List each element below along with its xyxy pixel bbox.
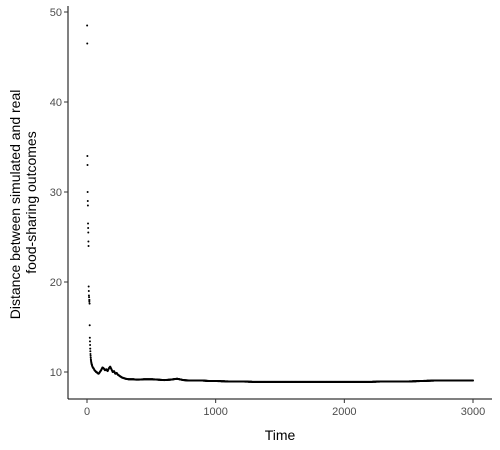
data-point <box>86 204 89 207</box>
data-point <box>472 379 474 382</box>
data-point <box>86 164 89 166</box>
y-tick-label: 30 <box>50 187 62 199</box>
y-axis-ticks: 10 20 30 40 50 <box>50 7 68 379</box>
data-point <box>88 324 91 327</box>
data-point <box>88 296 91 299</box>
data-point <box>87 245 90 247</box>
y-tick-label: 10 <box>50 367 62 379</box>
data-point <box>86 24 89 27</box>
x-axis-title: Time <box>265 427 296 443</box>
data-point <box>89 354 92 357</box>
data-point <box>87 290 90 292</box>
data-point <box>89 347 92 350</box>
data-point <box>87 227 90 229</box>
data-point <box>89 350 92 353</box>
x-axis-ticks: 0 1000 2000 3000 <box>84 399 485 418</box>
data-point <box>88 336 91 339</box>
data-point <box>86 42 89 45</box>
y-tick-label: 40 <box>50 97 62 109</box>
data-point <box>88 299 91 301</box>
x-tick-label: 1000 <box>203 406 227 418</box>
data-point <box>89 356 92 359</box>
data-point <box>87 231 90 234</box>
data-point <box>86 200 89 202</box>
data-point <box>87 240 90 243</box>
data-point <box>89 344 92 346</box>
data-point <box>89 353 92 355</box>
y-axis-title-line-1: Distance between simulated and real <box>7 90 23 320</box>
y-tick-label: 50 <box>50 7 62 19</box>
data-point <box>87 294 90 297</box>
y-axis-title: Distance between simulated and real food… <box>7 86 39 319</box>
data-point <box>87 222 90 225</box>
y-tick-label: 20 <box>50 277 62 289</box>
data-point <box>88 300 91 303</box>
data-point <box>86 155 89 157</box>
data-point <box>87 285 90 288</box>
data-point <box>88 340 91 343</box>
x-tick-label: 0 <box>84 406 90 418</box>
y-axis-title-line-2: food-sharing outcomes <box>23 131 39 273</box>
data-points <box>86 24 474 383</box>
x-tick-label: 2000 <box>332 406 356 418</box>
data-point <box>86 191 89 193</box>
x-tick-label: 3000 <box>461 406 485 418</box>
data-point <box>88 302 91 305</box>
